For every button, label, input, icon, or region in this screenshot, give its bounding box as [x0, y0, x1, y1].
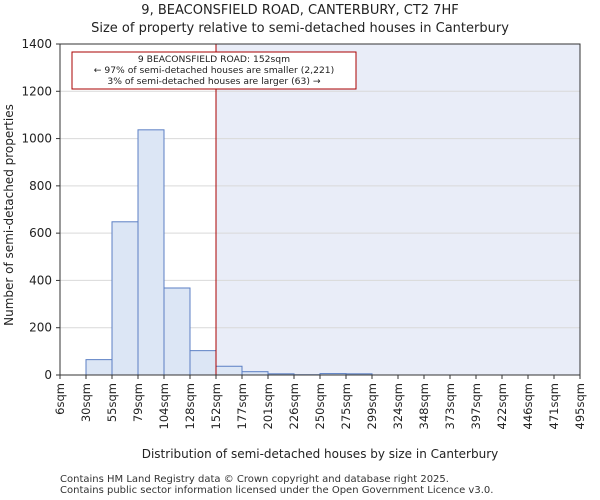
x-tick-label: 471sqm — [547, 383, 561, 429]
bar-104sqm — [163, 287, 191, 376]
x-tick-label: 79sqm — [131, 383, 145, 422]
footer-line-1: Contains HM Land Registry data © Crown c… — [60, 474, 449, 485]
y-tick-label: 1000 — [21, 132, 52, 146]
bar-30sqm — [85, 359, 113, 376]
x-tick-label: 397sqm — [469, 383, 483, 429]
footer-line-2: Contains public sector information licen… — [60, 485, 494, 496]
x-axis-label: Distribution of semi-detached houses by … — [142, 447, 499, 461]
x-tick-label: 30sqm — [79, 383, 93, 422]
bar-152sqm — [215, 365, 243, 376]
chart-title: 9, BEACONSFIELD ROAD, CANTERBURY, CT2 7H… — [141, 3, 459, 18]
x-tick-label: 226sqm — [287, 383, 301, 429]
x-tick-label: 422sqm — [495, 383, 509, 429]
chart-subtitle: Size of property relative to semi-detach… — [91, 21, 509, 36]
y-tick-label: 1200 — [21, 84, 52, 98]
highlight-region — [216, 44, 580, 375]
y-tick-label: 200 — [29, 321, 52, 335]
x-tick-label: 201sqm — [261, 383, 275, 429]
x-tick-label: 250sqm — [313, 383, 327, 429]
x-tick-label: 104sqm — [157, 383, 171, 429]
y-tick-label: 600 — [29, 226, 52, 240]
annotation-line-1: 9 BEACONSFIELD ROAD: 152sqm — [138, 54, 290, 65]
x-tick-label: 275sqm — [339, 383, 353, 429]
x-tick-label: 299sqm — [365, 383, 379, 429]
annotation-line-3: 3% of semi-detached houses are larger (6… — [107, 76, 320, 87]
annotation-line-2: ← 97% of semi-detached houses are smalle… — [94, 65, 334, 76]
annotation-box: 9 BEACONSFIELD ROAD: 152sqm ← 97% of sem… — [71, 51, 357, 90]
bar-79sqm — [137, 129, 165, 376]
x-tick-label: 128sqm — [183, 383, 197, 429]
x-tick-label: 495sqm — [573, 383, 587, 429]
bar-128sqm — [189, 350, 217, 376]
histogram-chart: 0 200 400 600 800 1000 1200 1400 6sqm 30sqm 55sqm… — [2, 37, 587, 461]
y-tick-label: 0 — [44, 368, 52, 382]
x-tick-label: 446sqm — [521, 383, 535, 429]
y-tick-label: 800 — [29, 179, 52, 193]
x-tick-label: 152sqm — [209, 383, 223, 429]
x-tick-label: 177sqm — [235, 383, 249, 429]
x-tick-labels: 6sqm 30sqm 55sqm 79sqm 104sqm 128sqm 152sqm 177… — [53, 375, 587, 429]
y-axis-label: Number of semi-detached properties — [2, 104, 16, 326]
bar-55sqm — [111, 221, 139, 376]
x-tick-label: 55sqm — [105, 383, 119, 422]
y-tick-label: 1400 — [21, 37, 52, 51]
x-tick-label: 324sqm — [391, 383, 405, 429]
y-tick-label: 400 — [29, 273, 52, 287]
y-tick-labels: 0 200 400 600 800 1000 1200 1400 — [21, 37, 60, 382]
x-tick-label: 348sqm — [417, 383, 431, 429]
x-tick-label: 373sqm — [443, 383, 457, 429]
x-tick-label: 6sqm — [53, 383, 67, 415]
